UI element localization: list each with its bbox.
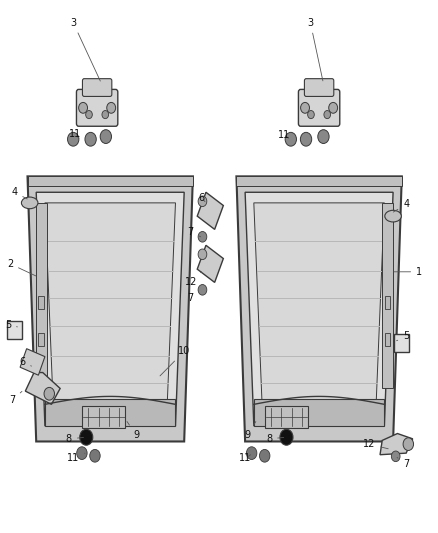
Circle shape <box>285 132 297 146</box>
Circle shape <box>100 130 112 143</box>
FancyBboxPatch shape <box>385 333 391 346</box>
Text: 9: 9 <box>127 422 139 440</box>
Text: 1: 1 <box>394 267 422 277</box>
Polygon shape <box>245 192 393 425</box>
Text: 11: 11 <box>239 454 251 463</box>
Ellipse shape <box>21 197 38 209</box>
Circle shape <box>198 196 207 207</box>
Polygon shape <box>25 373 60 405</box>
FancyBboxPatch shape <box>394 334 409 352</box>
Polygon shape <box>380 433 413 455</box>
Circle shape <box>280 429 293 445</box>
Circle shape <box>85 132 96 146</box>
FancyBboxPatch shape <box>385 296 391 309</box>
Polygon shape <box>382 203 393 389</box>
Circle shape <box>198 231 207 242</box>
Text: 2: 2 <box>7 259 36 276</box>
Text: 7: 7 <box>397 457 409 469</box>
FancyBboxPatch shape <box>39 333 44 346</box>
Polygon shape <box>254 399 385 425</box>
Text: 11: 11 <box>69 129 81 139</box>
Polygon shape <box>36 192 184 425</box>
FancyBboxPatch shape <box>265 406 308 428</box>
Text: 11: 11 <box>67 453 85 463</box>
Text: 3: 3 <box>70 18 100 81</box>
FancyBboxPatch shape <box>77 90 118 126</box>
Text: 6: 6 <box>198 192 205 203</box>
Circle shape <box>80 429 93 445</box>
Text: 11: 11 <box>278 130 290 140</box>
Polygon shape <box>254 203 385 415</box>
Text: 4: 4 <box>11 187 27 199</box>
Text: 7: 7 <box>9 391 22 405</box>
Circle shape <box>90 449 100 462</box>
Text: 12: 12 <box>363 439 388 449</box>
Text: 3: 3 <box>307 18 323 81</box>
FancyBboxPatch shape <box>298 90 340 126</box>
Circle shape <box>198 249 207 260</box>
FancyBboxPatch shape <box>39 296 44 309</box>
FancyBboxPatch shape <box>7 321 22 339</box>
Circle shape <box>324 110 331 119</box>
Polygon shape <box>28 176 193 441</box>
Polygon shape <box>237 176 402 186</box>
Circle shape <box>79 102 88 113</box>
Circle shape <box>86 110 92 119</box>
Text: 7: 7 <box>187 227 201 237</box>
Polygon shape <box>45 399 176 425</box>
Circle shape <box>300 102 310 113</box>
Circle shape <box>391 451 400 462</box>
Circle shape <box>329 102 338 113</box>
FancyBboxPatch shape <box>82 79 112 96</box>
Circle shape <box>259 449 270 462</box>
Text: 10: 10 <box>160 346 190 376</box>
Circle shape <box>318 130 329 143</box>
Polygon shape <box>237 176 402 441</box>
Text: 4: 4 <box>393 199 409 212</box>
Circle shape <box>44 387 54 400</box>
Text: 12: 12 <box>184 272 201 287</box>
Circle shape <box>102 110 109 119</box>
Circle shape <box>77 447 87 459</box>
Circle shape <box>107 102 116 113</box>
Text: 9: 9 <box>244 422 256 440</box>
Text: 8: 8 <box>266 434 284 444</box>
Polygon shape <box>36 203 47 389</box>
Circle shape <box>403 438 413 450</box>
Polygon shape <box>197 245 223 282</box>
Circle shape <box>67 132 79 146</box>
Circle shape <box>300 132 312 146</box>
FancyBboxPatch shape <box>304 79 334 96</box>
Polygon shape <box>28 176 193 186</box>
Polygon shape <box>197 192 223 229</box>
Text: 7: 7 <box>187 290 199 303</box>
Polygon shape <box>20 349 45 375</box>
Circle shape <box>307 110 314 119</box>
Text: 6: 6 <box>19 357 32 367</box>
FancyBboxPatch shape <box>82 406 125 428</box>
Circle shape <box>247 447 257 459</box>
Ellipse shape <box>385 211 401 222</box>
Text: 8: 8 <box>66 434 84 444</box>
Circle shape <box>198 285 207 295</box>
Text: 5: 5 <box>5 320 18 330</box>
Text: 5: 5 <box>396 332 409 342</box>
Polygon shape <box>45 203 176 415</box>
